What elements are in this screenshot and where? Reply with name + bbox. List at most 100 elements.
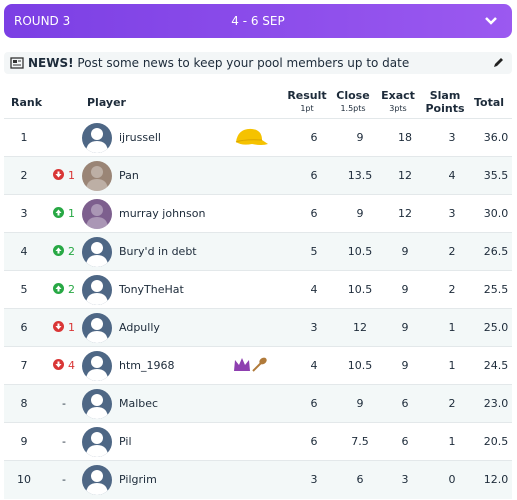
player-name: murray johnson [119, 207, 206, 220]
avatar-silhouette [86, 470, 108, 495]
column-label: Player [87, 96, 126, 109]
rank: 8 [20, 397, 28, 410]
score-exact: 9 [401, 245, 409, 258]
change-value: - [62, 473, 66, 486]
news-label: NEWS! [28, 56, 74, 70]
player-name: Bury'd in debt [119, 245, 197, 258]
score-result: 6 [310, 169, 318, 182]
change-value: - [62, 435, 66, 448]
rank: 2 [20, 169, 28, 182]
rank-change: 2 [46, 233, 82, 271]
news-icon [10, 57, 24, 69]
round-dates: 4 - 6 SEP [231, 14, 285, 28]
score-total: 23.0 [483, 397, 509, 410]
news-text: Post some news to keep your pool members… [77, 56, 410, 70]
score-result: 4 [310, 359, 318, 372]
avatar [82, 161, 112, 191]
move-arrow [53, 245, 64, 256]
score-result: 6 [310, 397, 318, 410]
standings-row: 10 - Pilgrim 3 6 3 0 12.0 [4, 460, 512, 499]
column-header: Slam Points [424, 89, 466, 115]
score-close: 9 [356, 207, 364, 220]
avatar-silhouette [86, 318, 108, 343]
rank-change: 4 [46, 347, 82, 385]
cap-icon [235, 128, 268, 145]
avatar-silhouette [86, 432, 108, 457]
column-header: Player [87, 96, 147, 109]
score-result: 4 [310, 283, 318, 296]
score-total: 12.0 [483, 473, 509, 486]
column-label: Close [336, 89, 370, 102]
round-label: ROUND 3 [14, 14, 71, 28]
change-value: 2 [68, 245, 75, 258]
score-close: 12 [353, 321, 367, 334]
round-selector[interactable]: ROUND 3 4 - 6 SEP [4, 4, 512, 38]
score-total: 35.5 [483, 169, 509, 182]
score-exact: 3 [401, 473, 409, 486]
chevron-down [485, 17, 497, 25]
column-label: Slam Points [425, 89, 465, 115]
score-close: 9 [356, 397, 364, 410]
column-points: 3pts [389, 104, 407, 113]
score-exact: 6 [401, 397, 409, 410]
column-header: Close 1.5pts [332, 89, 374, 119]
score-exact: 9 [401, 321, 409, 334]
score-slam: 3 [448, 207, 456, 220]
move-arrow [53, 169, 64, 180]
rank: 6 [20, 321, 28, 334]
column-points: 1.5pts [340, 104, 366, 113]
avatar [82, 313, 112, 343]
avatar [82, 389, 112, 419]
standings-row: 3 1 murray johnson 6 9 12 3 30.0 [4, 194, 512, 233]
column-header: Total [468, 96, 510, 109]
score-result: 5 [310, 245, 318, 258]
score-total: 25.5 [483, 283, 509, 296]
edit-news[interactable] [492, 56, 505, 69]
score-result: 3 [310, 321, 318, 334]
score-total: 30.0 [483, 207, 509, 220]
column-label: Exact [381, 89, 415, 102]
column-header: Result 1pt [286, 89, 328, 119]
column-label: Total [473, 96, 505, 109]
avatar [82, 427, 112, 457]
score-result: 3 [310, 473, 318, 486]
player-name: Malbec [119, 397, 159, 410]
score-close: 9 [356, 131, 364, 144]
score-slam: 2 [448, 245, 456, 258]
change-value: 1 [68, 207, 75, 220]
rank: 5 [20, 283, 28, 296]
rank: 1 [20, 131, 28, 144]
avatar-silhouette [86, 166, 108, 191]
rank-change: 1 [46, 157, 82, 195]
rank: 9 [20, 435, 28, 448]
score-total: 26.5 [483, 245, 509, 258]
rank-change: 1 [46, 195, 82, 233]
standings-row: 1 ijrussell 6 9 18 3 36.0 [4, 118, 512, 157]
score-slam: 2 [448, 283, 456, 296]
move-arrow [53, 359, 64, 370]
standings-row: 8 - Malbec 6 9 6 2 23.0 [4, 384, 512, 423]
rank: 7 [20, 359, 28, 372]
crown-spoon-icon [234, 357, 267, 372]
player-name: Pilgrim [119, 473, 157, 486]
player-name: Pan [119, 169, 139, 182]
score-slam: 2 [448, 397, 456, 410]
avatar-silhouette [86, 280, 108, 305]
score-exact: 9 [401, 283, 409, 296]
score-slam: 3 [448, 131, 456, 144]
score-slam: 1 [448, 359, 456, 372]
avatar-silhouette [86, 204, 108, 229]
score-result: 6 [310, 131, 318, 144]
score-slam: 1 [448, 321, 456, 334]
score-exact: 12 [398, 207, 412, 220]
change-value: 1 [68, 321, 75, 334]
avatar [82, 199, 112, 229]
rank-change: 2 [46, 271, 82, 309]
standings-row: 5 2 TonyTheHat 4 10.5 9 2 25.5 [4, 270, 512, 309]
move-arrow [53, 207, 64, 218]
player-name: htm_1968 [119, 359, 175, 372]
avatar [82, 465, 112, 495]
score-exact: 12 [398, 169, 412, 182]
